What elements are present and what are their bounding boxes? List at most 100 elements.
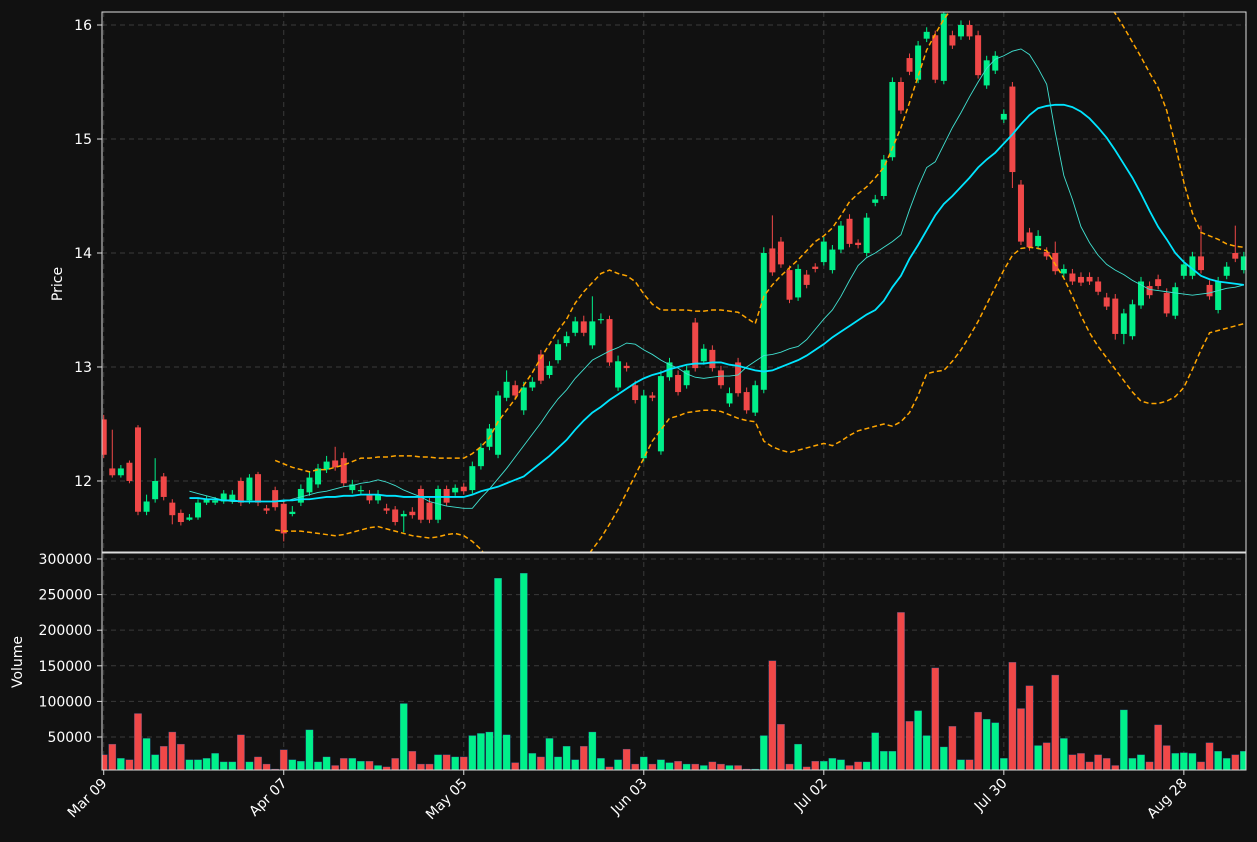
candle-body [1112,298,1119,334]
candle-body [615,361,622,388]
candle-body [675,374,682,393]
candle-body [597,319,604,321]
price-axis-label: Price [50,267,66,301]
candle-body [1069,273,1076,282]
y-tick-label: 14 [74,246,92,262]
candle-body [220,493,227,502]
volume-bar [1188,753,1197,770]
volume-bar [725,765,734,770]
candle-body [1009,86,1016,173]
volume-bar [562,746,571,770]
candle-body [255,474,262,503]
volume-bar [151,754,159,770]
candle-body [1120,313,1127,334]
volume-bar [905,721,914,770]
candle-body [315,468,322,485]
candle-body [915,45,922,80]
volume-bar [297,761,305,770]
candle-body [897,81,904,111]
volume-bar [434,754,442,770]
candle-body [443,488,450,503]
volume-bar [914,710,922,770]
candle-body [143,501,150,512]
candle-body [735,362,742,394]
volume-bar [931,667,940,770]
candle-body [966,24,973,37]
candle-body [692,322,699,369]
volume-bar [1231,754,1240,770]
candle-body [580,321,587,333]
candle-body [117,468,124,476]
candle-body [855,242,862,246]
volume-bar [1017,708,1025,770]
candle-body [460,486,467,492]
candle-body [102,419,107,455]
candle-body [435,488,442,520]
candle-body [477,447,484,467]
volume-bar [245,761,254,770]
candle-body [1017,184,1024,242]
candle-body [940,13,947,81]
volume-bar [665,762,674,770]
candle-body [186,517,193,520]
candle-body [1129,304,1136,337]
volume-bar [545,738,554,770]
volume-bar [1051,674,1060,770]
volume-bar [862,761,871,770]
candle-body [512,385,519,396]
volume-bar [357,761,365,770]
volume-bar [639,756,648,770]
volume-bar [279,749,288,770]
candle-body [1206,284,1213,297]
candle-body [632,385,639,401]
candle-body [1240,256,1246,271]
candle-body [1095,281,1102,292]
volume-bar [880,751,888,770]
candle-body [1000,113,1007,120]
volume-bar [1094,754,1102,770]
volume-bar [940,746,948,770]
candle-body [572,321,579,333]
volume-bar [948,726,957,770]
volume-bar [597,758,605,770]
candle-body [1172,287,1179,316]
candle-body [795,268,802,298]
volume-bar [828,758,837,770]
volume-bar [1162,745,1171,770]
volume-bar [785,763,794,770]
volume-bar [1034,745,1042,770]
candle-body [589,321,596,346]
volume-bar [974,711,982,770]
volume-bar [194,759,202,770]
volume-bar [1128,758,1137,770]
volume-bar [614,759,622,770]
y-tick-label: 150000 [39,659,92,675]
candle-body [837,225,844,250]
volume-bar [845,765,854,770]
candle-body [357,490,364,492]
candle-body [495,395,502,455]
volume-plot [102,553,1246,770]
candle-body [1197,256,1204,271]
volume-bar [888,751,897,770]
candle-body [160,476,167,497]
volume-bar [399,703,408,770]
volume-bar [699,765,708,770]
volume-bar [1060,738,1068,770]
band-line [275,246,1245,552]
candle-body [1043,251,1050,257]
candle-body [323,461,330,470]
volume-bar [717,763,725,770]
moving-average-line [189,103,1244,503]
candle-body [992,55,999,71]
candle-body [503,381,510,398]
y-tick-label: 50000 [47,730,92,746]
volume-bar [1025,685,1034,770]
volume-bar [528,753,537,770]
candle-body [452,487,459,493]
candle-body [975,35,982,76]
candle-body [880,159,887,196]
volume-bar [965,759,974,770]
volume-bar [871,732,880,770]
